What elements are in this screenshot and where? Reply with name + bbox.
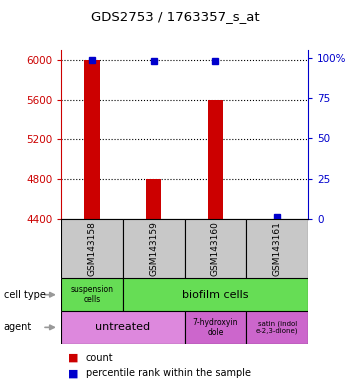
Text: GSM143160: GSM143160 [211,221,220,276]
Text: untreated: untreated [95,322,150,333]
Bar [61,278,123,311]
Text: agent: agent [4,322,32,333]
Bar [61,219,123,278]
Text: GSM143161: GSM143161 [273,221,282,276]
Bar [123,219,184,278]
Bar [123,278,308,311]
Bar [61,311,185,344]
Bar [84,60,100,219]
Text: GSM143159: GSM143159 [149,221,158,276]
Text: satin (indol
e-2,3-dione): satin (indol e-2,3-dione) [256,320,299,334]
Bar [185,219,246,278]
Text: ■: ■ [68,368,79,378]
Text: cell type: cell type [4,290,46,300]
Bar [246,311,308,344]
Text: 7-hydroxyin
dole: 7-hydroxyin dole [193,318,238,337]
Bar [208,99,223,219]
Text: GDS2753 / 1763357_s_at: GDS2753 / 1763357_s_at [91,10,259,23]
Bar [146,179,161,219]
Text: count: count [86,353,113,363]
Text: GSM143158: GSM143158 [88,221,97,276]
Text: suspension
cells: suspension cells [71,285,114,305]
Bar [185,311,246,344]
Text: percentile rank within the sample: percentile rank within the sample [86,368,251,378]
Bar [246,219,308,278]
Text: biofilm cells: biofilm cells [182,290,249,300]
Text: ■: ■ [68,353,79,363]
